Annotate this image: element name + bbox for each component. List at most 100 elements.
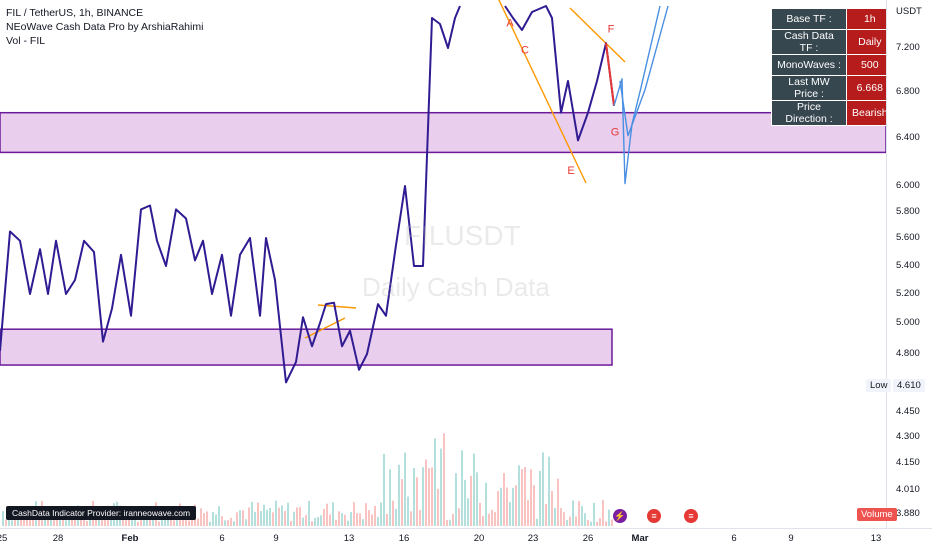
volume-bar [86,520,88,526]
volume-bar [503,472,505,526]
table-key: MonoWaves : [771,54,847,76]
volume-bar [11,520,13,526]
cash-data-info-table: Base TF :1h Cash Data TF : Daily MonoWave… [771,8,894,126]
volume-bar [365,503,367,526]
volume-bar [278,507,280,526]
trend-line [569,7,626,63]
volume-bar [311,521,313,526]
wave-label: E [567,165,574,177]
volume-bar [344,514,346,526]
volume-bar [251,502,253,526]
volume-bar [17,515,19,526]
volume-bar [50,518,52,526]
volume-bar [347,520,349,526]
time-tick-label: 23 [527,533,539,544]
volume-bar [224,520,226,526]
volume-bar [242,510,244,526]
volume-bar [506,487,508,526]
volume-bar [374,505,376,526]
trend-line [317,304,357,309]
volume-bar [218,506,220,526]
volume-bar [338,511,340,526]
volume-bar [254,511,256,526]
price-tick-label: 4.800 [896,348,920,359]
time-tick-label: 13 [870,533,882,544]
volume-bar [188,520,190,526]
volume-badge: Volume [857,508,897,521]
volume-bar [143,520,145,526]
volume-bar [68,516,70,526]
volume-bar [578,501,580,526]
volume-bar [125,514,127,526]
volume-bar [605,521,607,526]
volume-bar [419,510,421,526]
volume-bar [329,514,331,526]
volume-bar [581,506,583,526]
volume-bar [521,469,523,526]
volume-bar [563,512,565,526]
provider-label[interactable]: CashData Indicator Provider: iranneowave… [6,506,197,520]
volume-bar [383,453,385,526]
volume-bar [425,459,427,526]
volume-bar [191,516,193,526]
symbol-title[interactable]: FIL / TetherUS, 1h, BINANCE [6,7,144,19]
volume-bar [401,479,403,526]
time-tick-label: 13 [343,533,355,544]
volume-indicator-title[interactable]: Vol - FIL [6,35,46,47]
price-tick-label: 4.450 [896,406,920,417]
time-tick-label: 9 [273,533,279,544]
indicator-title[interactable]: NEoWave Cash Data Pro by ArshiaRahimi [6,21,204,33]
monowave-lines [0,5,615,384]
price-tick-label: 5.400 [896,260,920,271]
volume-bar [260,511,262,526]
trend-line [498,0,587,184]
volume-bar [5,519,7,526]
us-flag-icon[interactable]: ≡ [647,509,661,523]
volume-bar [449,519,451,526]
volume-bar [392,500,394,526]
projection-line [619,5,669,137]
wave-label: C [521,45,529,57]
volume-bar [341,513,343,526]
table-value: 1h [846,8,894,30]
volume-bar [158,521,160,526]
volume-bar [389,469,391,526]
volume-bar [275,500,277,526]
volume-bar [197,518,199,526]
wave-label: G [611,127,620,139]
volume-bar [602,500,604,526]
table-row: Cash Data TF : Daily [771,29,894,55]
volume-bar [515,485,517,526]
volume-bar [62,514,64,526]
time-axis[interactable] [0,528,932,551]
volume-bar [80,519,82,526]
price-tick-label: 4.010 [896,484,920,495]
volume-bar [500,487,502,526]
table-value: Bearish [846,100,894,126]
volume-bar [569,516,571,526]
volume-bar [467,498,469,526]
volume-bar [296,507,298,526]
watermark-subtitle: Daily Cash Data [362,272,550,302]
volume-bar [437,488,439,526]
price-axis[interactable] [886,0,932,528]
volume-bar [317,516,319,526]
lightning-icon[interactable]: ⚡ [613,509,627,523]
volume-bar [536,518,538,526]
volume-bar [596,521,598,526]
price-tick-label: 6.400 [896,132,920,143]
wave-label: F [608,23,615,35]
volume-bar [281,505,283,526]
volume-bar [353,502,355,526]
volume-bar [608,509,610,526]
volume-bar [458,508,460,526]
us-flag-icon[interactable]: ≡ [684,509,698,523]
cash-zone [0,111,886,154]
price-chart[interactable]: A C E F G [0,0,886,528]
volume-bar [548,456,550,526]
volume-bar [491,509,493,526]
table-value: Daily [846,29,894,55]
volume-bar [395,508,397,526]
volume-bar [110,516,112,526]
volume-bar [518,465,520,526]
